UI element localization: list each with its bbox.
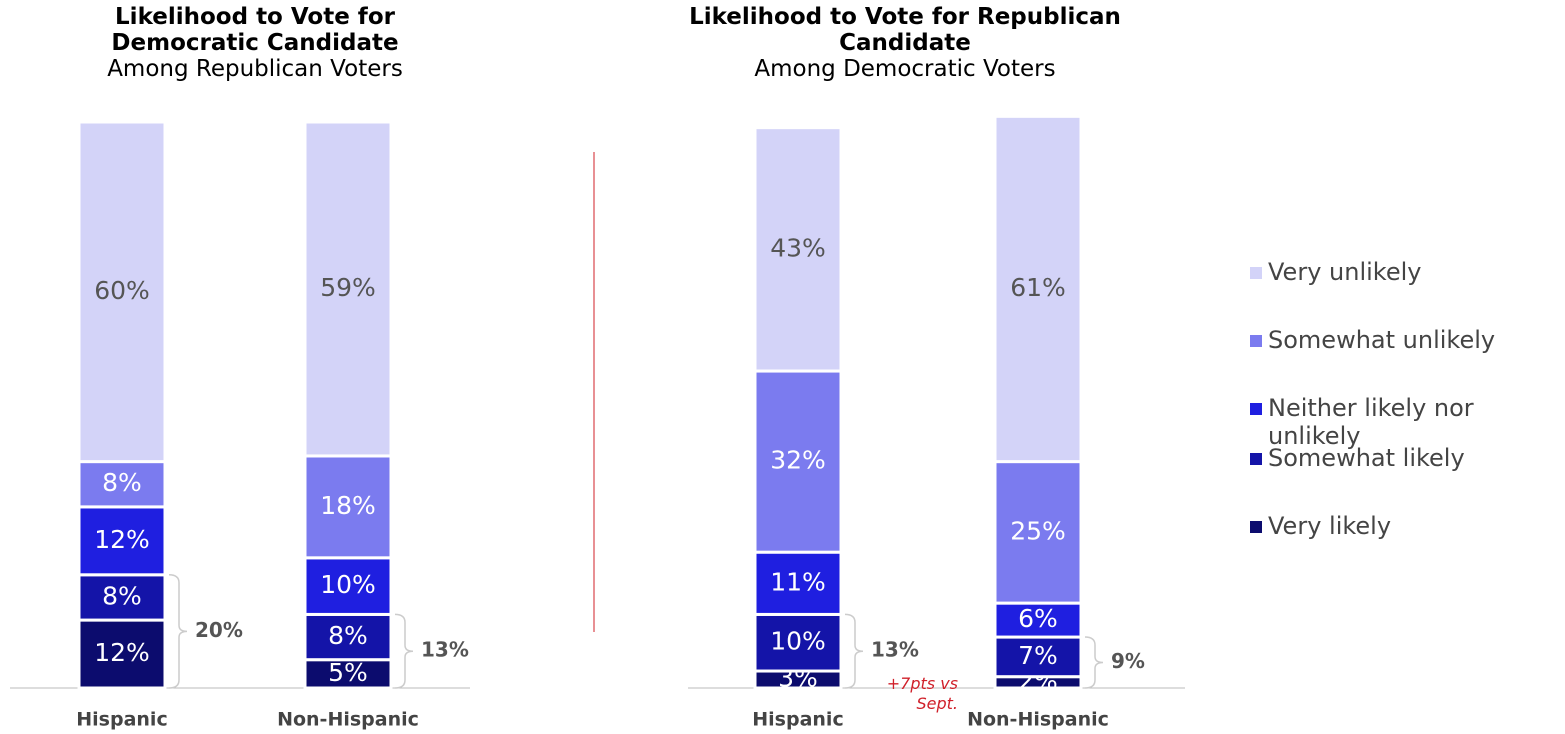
bracket-label: 20% xyxy=(195,618,243,642)
bracket-label: 13% xyxy=(421,638,469,662)
legend-label: Somewhat likely xyxy=(1268,444,1465,472)
data-label: 18% xyxy=(320,491,376,520)
chart-title: Likelihood to Vote for Democratic Candid… xyxy=(111,4,399,56)
legend-label: Very unlikely xyxy=(1268,258,1422,286)
legend-item: Neither likely nor unlikely xyxy=(1250,394,1560,450)
data-label: 8% xyxy=(102,468,142,497)
chart-subtitle: Among Democratic Voters xyxy=(754,56,1056,82)
data-label: 5% xyxy=(328,658,368,687)
data-label: 32% xyxy=(770,446,826,475)
x-tick-label: Hispanic xyxy=(752,709,843,731)
bar-segment xyxy=(753,550,843,616)
bar-segment xyxy=(753,126,843,373)
bar-segment xyxy=(303,120,393,458)
bracket xyxy=(394,613,414,689)
bar-segment xyxy=(993,460,1083,605)
legend-swatch xyxy=(1250,403,1262,415)
legend: Very unlikely Somewhat unlikely Neither li… xyxy=(1250,258,1560,580)
x-tick-label: Non-Hispanic xyxy=(277,709,419,731)
bar-segment xyxy=(303,658,393,690)
title-block: Likelihood to Vote for Democratic Candid… xyxy=(75,4,435,82)
bar-segment xyxy=(303,556,393,616)
bracket xyxy=(168,574,188,689)
legend-label: Neither likely nor unlikely xyxy=(1268,394,1474,450)
bracket xyxy=(844,613,864,689)
legend-label: Very likely xyxy=(1268,512,1392,540)
bar-segment xyxy=(77,505,167,577)
data-label: 60% xyxy=(94,276,150,305)
data-label: 43% xyxy=(770,233,826,262)
bar-segment xyxy=(753,369,843,554)
data-label: 12% xyxy=(94,638,150,667)
bracket-label: 9% xyxy=(1111,649,1145,673)
data-label: 6% xyxy=(1018,604,1058,633)
bar-segment xyxy=(993,635,1083,679)
data-label: 61% xyxy=(1010,273,1066,302)
chart-subtitle: Among Republican Voters xyxy=(107,56,403,82)
bracket-label: 13% xyxy=(871,638,919,662)
bar-segment xyxy=(993,601,1083,639)
legend-swatch xyxy=(1250,521,1262,533)
data-label: 8% xyxy=(102,581,142,610)
data-label: 7% xyxy=(1018,641,1058,670)
data-label: 12% xyxy=(94,525,150,554)
x-tick-label: Hispanic xyxy=(76,709,167,731)
bracket xyxy=(1084,636,1104,689)
legend-item: Somewhat unlikely xyxy=(1250,326,1560,394)
bar-segment xyxy=(303,612,393,662)
data-label: 10% xyxy=(320,570,376,599)
bar-segment xyxy=(77,618,167,690)
legend-item: Somewhat likely xyxy=(1250,444,1560,512)
chart-title: Likelihood to Vote for Republican Candid… xyxy=(689,4,1121,56)
data-label: 59% xyxy=(320,273,376,302)
data-label: 11% xyxy=(770,567,826,596)
legend-label: Somewhat unlikely xyxy=(1268,326,1496,354)
legend-item: Very likely xyxy=(1250,512,1560,580)
data-label: 10% xyxy=(770,627,826,656)
data-label: 25% xyxy=(1010,516,1066,545)
x-tick-label: Non-Hispanic xyxy=(967,709,1109,731)
legend-swatch xyxy=(1250,335,1262,347)
data-label: 8% xyxy=(328,621,368,650)
legend-swatch xyxy=(1250,267,1262,279)
title-block: Likelihood to Vote for Republican Candid… xyxy=(665,4,1145,82)
legend-item: Very unlikely xyxy=(1250,258,1560,326)
bar-segment xyxy=(77,120,167,464)
bar-segment xyxy=(993,114,1083,464)
note: +7pts vs Sept. xyxy=(886,674,958,713)
legend-swatch xyxy=(1250,453,1262,465)
bar-segment xyxy=(77,573,167,622)
